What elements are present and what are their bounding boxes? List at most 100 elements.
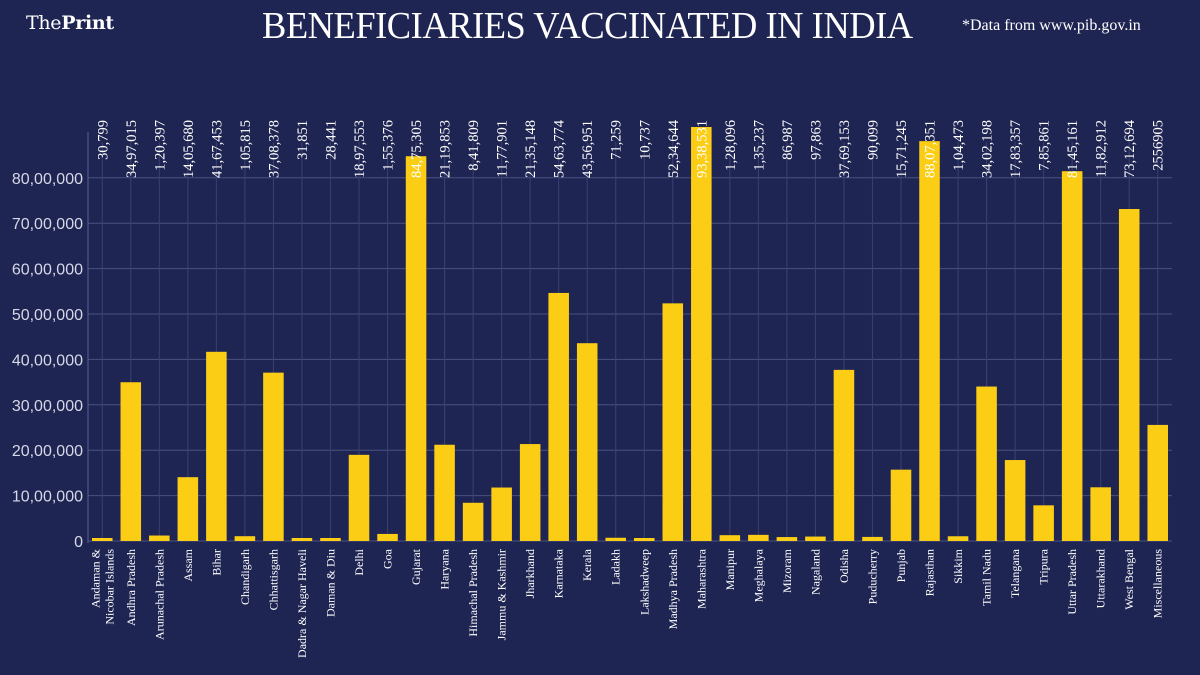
bar <box>805 536 826 541</box>
bar <box>405 156 427 542</box>
bar <box>177 477 199 541</box>
category-label: Manipur <box>723 549 737 590</box>
value-label: 31,851 <box>295 120 311 160</box>
value-label: 90,099 <box>865 120 881 160</box>
category-label: Andhra Pradesh <box>124 549 138 626</box>
y-tick-label: 80,00,000 <box>12 171 83 188</box>
bar <box>377 533 398 541</box>
value-labels: 30,799 34,97,015 1,20,397 14,05,680 41,67,45… <box>95 119 1166 178</box>
y-tick-label: 0 <box>74 534 83 551</box>
category-label: Uttar Pradesh <box>1065 549 1079 615</box>
bar <box>1033 505 1054 541</box>
bar <box>491 487 512 541</box>
bar <box>748 534 769 541</box>
category-label: Nicobar Islands <box>102 549 116 625</box>
category-label: West Bengal <box>1122 548 1136 609</box>
value-label: 88,07,351 <box>923 120 939 178</box>
value-label: 17,83,357 <box>1008 120 1024 178</box>
bar <box>947 536 969 541</box>
category-label: Punjab <box>894 549 908 582</box>
category-label: Mizoram <box>780 548 794 593</box>
category-label: Chhattisgarh <box>266 549 280 610</box>
value-label: 73,12,694 <box>1122 119 1138 178</box>
bar <box>291 538 313 541</box>
chart-title: BENEFICIARIES VACCINATED IN INDIA <box>262 5 913 47</box>
value-label: 71,259 <box>609 120 625 160</box>
value-label: 28,441 <box>323 120 339 160</box>
value-label: 7,85,861 <box>1037 120 1053 171</box>
category-label: Andaman & <box>88 548 102 608</box>
category-label: Odisha <box>837 548 851 583</box>
y-tick-label: 20,00,000 <box>12 443 83 460</box>
value-label: 1,04,473 <box>951 120 967 171</box>
value-label: 43,56,951 <box>580 120 596 178</box>
category-label: Lakshadweep <box>637 549 651 615</box>
category-label: Chandigarh <box>238 549 252 605</box>
bar <box>348 454 370 541</box>
bar <box>120 382 142 541</box>
value-label: 15,71,245 <box>894 120 910 178</box>
category-label: Kerala <box>580 548 594 581</box>
bar <box>776 537 798 541</box>
category-label: Daman & Diu <box>323 549 337 617</box>
value-label: 97,863 <box>808 120 824 160</box>
bar <box>149 535 170 541</box>
value-label: 30,799 <box>95 120 111 160</box>
bar <box>576 343 598 541</box>
bar <box>519 444 541 541</box>
value-label: 41,67,453 <box>209 120 225 178</box>
bar <box>862 536 883 541</box>
category-label: Jammu & Kashmir <box>495 549 509 640</box>
bar <box>234 536 256 541</box>
category-label: Nagaland <box>808 549 822 595</box>
category-label: Sikkim <box>951 548 965 583</box>
category-label: Himachal Pradesh <box>466 549 480 637</box>
y-axis-ticks: 0 10,00,000 20,00,000 30,00,000 40,00,000 50,… <box>12 171 83 551</box>
value-label: 37,69,153 <box>837 120 853 178</box>
value-label: 34,02,198 <box>980 120 996 178</box>
bar <box>633 538 655 541</box>
category-label: Tamil Nadu <box>980 549 994 606</box>
category-label: Meghalaya <box>751 548 765 602</box>
category-label: Uttarakhand <box>1094 549 1108 608</box>
brand-logo-bold: Print <box>61 12 114 34</box>
bar <box>462 502 484 541</box>
value-label: 1,35,237 <box>751 120 767 171</box>
y-tick-label: 10,00,000 <box>12 489 83 506</box>
category-label: Miscellaneous <box>1151 549 1165 619</box>
value-label: 11,82,912 <box>1094 120 1110 177</box>
value-label: 84,75,305 <box>409 120 425 178</box>
category-label: Madhya Pradesh <box>666 549 680 629</box>
bar <box>1147 424 1169 541</box>
bar <box>976 386 997 541</box>
value-label: 11,77,901 <box>495 120 511 177</box>
y-tick-label: 70,00,000 <box>12 216 83 233</box>
value-label: 34,97,015 <box>124 120 140 178</box>
bar <box>1061 171 1083 541</box>
category-label: Ladakh <box>609 549 623 585</box>
value-label: 2556905 <box>1151 120 1167 171</box>
brand-logo: ThePrint <box>26 12 114 34</box>
value-label: 18,97,553 <box>352 120 368 178</box>
bar <box>833 369 855 541</box>
bar <box>1118 209 1140 541</box>
category-label: Tripura <box>1037 548 1051 584</box>
brand-logo-light: The <box>26 12 62 34</box>
category-label: Puducherry <box>865 549 879 604</box>
bar <box>919 141 940 541</box>
bar <box>1004 460 1026 541</box>
value-label: 54,63,774 <box>552 119 568 178</box>
bar <box>91 538 113 541</box>
category-label: Karnataka <box>552 548 566 598</box>
value-label: 14,05,680 <box>181 120 197 178</box>
bar <box>1090 487 1111 541</box>
category-label: Bihar <box>209 549 223 576</box>
category-label: Telangana <box>1008 548 1022 598</box>
category-labels: Andaman & Nicobar Islands Andhra Pradesh Ar… <box>88 548 1164 658</box>
category-label: Arunachal Pradesh <box>152 549 166 640</box>
bar <box>719 535 741 541</box>
bar <box>434 444 455 541</box>
bar <box>548 292 569 541</box>
value-label: 8,41,809 <box>466 120 482 171</box>
